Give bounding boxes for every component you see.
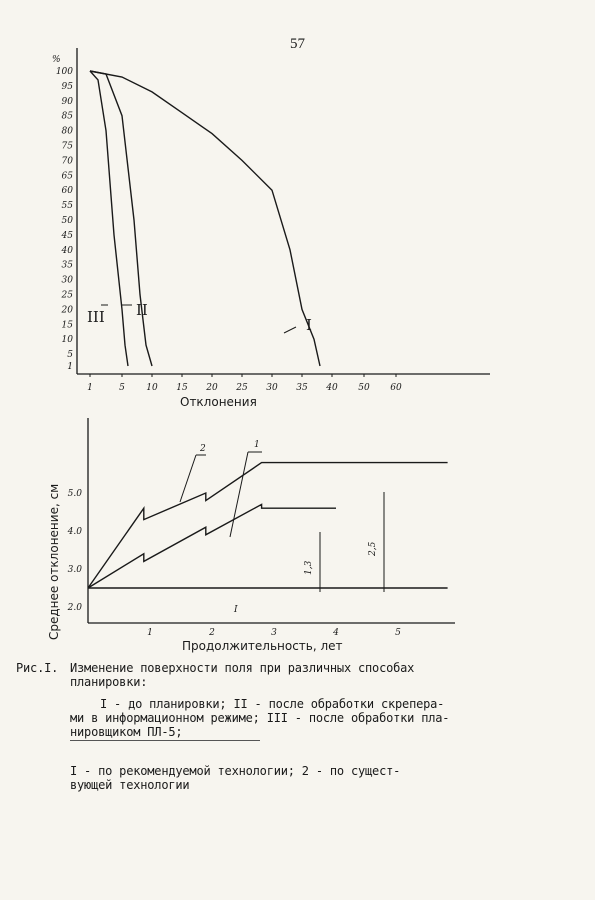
leader-I <box>283 326 297 334</box>
top-x-tick-label: 15 <box>176 383 188 393</box>
top-y-unit: % <box>52 55 61 65</box>
top-y-tick-label: 20 <box>61 305 74 315</box>
top-y-tick-label: 90 <box>62 97 74 107</box>
top-y-tick-label: 50 <box>62 216 74 226</box>
bottom-y-tick-label: 5.0 <box>68 489 83 499</box>
top-y-tick-label: 30 <box>62 276 74 286</box>
top-x-tick-label: 60 <box>390 383 402 393</box>
series-label-1: 1 <box>254 440 260 450</box>
top-y-tick-label: 5 <box>67 350 73 360</box>
bottom-series-2 <box>87 461 448 589</box>
top-y-tick-label: 35 <box>62 261 74 271</box>
bottom-y-tick-label: 3.0 <box>68 565 83 575</box>
page-number: 57 <box>290 36 305 52</box>
top-y-tick-label: 60 <box>62 186 74 196</box>
top-y-tick-label: 65 <box>62 171 74 181</box>
series-label-2: 2 <box>199 444 206 454</box>
series-label-II: II <box>136 301 148 319</box>
top-y-tick-label: 1 <box>67 362 73 372</box>
top-chart: % 10095908580757065605550454035302520151… <box>52 48 490 409</box>
annotation-2-5: 2,5 <box>368 541 378 557</box>
top-x-tick-label: 30 <box>266 383 278 393</box>
top-x-tick-label: 40 <box>325 383 338 393</box>
top-x-tick-label: 35 <box>296 383 308 393</box>
top-y-tick-label: 10 <box>62 335 74 345</box>
bottom-x-label: Продолжительность, лет <box>182 639 343 653</box>
top-y-tick-label: 95 <box>62 82 74 92</box>
caption-divider <box>70 740 260 741</box>
bottom-x-tick-label: 3 <box>271 628 277 638</box>
top-y-tick-label: 70 <box>62 156 74 166</box>
caption-line-1: Изменение поверхности поля при различных… <box>70 661 415 675</box>
bottom-x-tick-label: 1 <box>147 628 153 638</box>
top-x-label: Отклонения <box>180 395 257 409</box>
leader-2 <box>179 454 197 503</box>
caption-line-7: вующей технологии <box>70 778 190 792</box>
bottom-x-tick-label: 4 <box>332 628 339 638</box>
top-y-tick-label: 25 <box>61 290 74 300</box>
bottom-y-tick-label: 4.0 <box>67 527 83 537</box>
caption-line-4: ми в информационном режиме; III - после … <box>70 711 450 725</box>
top-x-tick-label: 20 <box>205 383 218 393</box>
bottom-y-tick-label: 2.0 <box>67 603 83 613</box>
caption-line-6: I - по рекомендуемой технологии; 2 - по … <box>70 764 401 778</box>
caption-line-3: I - до планировки; II - после обработки … <box>100 697 445 711</box>
caption-line-5: нировщиком ПЛ-5; <box>70 725 183 739</box>
bottom-x-tick-label: 5 <box>395 628 401 638</box>
top-x-tick-label: 5 <box>119 383 125 393</box>
top-series-III <box>89 70 129 367</box>
top-x-tick-label: 10 <box>146 383 158 393</box>
caption-prefix: Рис.I. <box>16 661 59 675</box>
top-y-tick-label: 15 <box>62 320 74 330</box>
top-y-tick-label: 55 <box>62 201 74 211</box>
top-y-tick-label: 100 <box>56 67 73 77</box>
top-y-tick-label: 75 <box>62 141 74 151</box>
top-x-tick-label: 50 <box>358 383 370 393</box>
top-x-tick-label: 1 <box>87 383 93 393</box>
bottom-chart: 2.0 3.0 4.0 5.0 1 2 3 4 5 Среднее отклонение, с… <box>47 418 455 653</box>
leader-1 <box>229 451 249 538</box>
series-label-I: I <box>306 316 312 334</box>
top-y-tick-label: 85 <box>62 112 74 122</box>
top-series-II <box>89 70 153 367</box>
bottom-y-label: Среднее отклонение, см <box>47 484 61 640</box>
bottom-series-1 <box>87 503 336 589</box>
caption-line-2: планировки: <box>70 675 148 689</box>
top-x-tick-label: 25 <box>235 383 248 393</box>
top-y-tick-label: 80 <box>62 127 74 137</box>
top-y-tick-label: 40 <box>61 246 74 256</box>
annotation-1-3: 1,3 <box>304 560 314 575</box>
top-y-tick-label: 45 <box>61 231 74 241</box>
bottom-x-tick-label: 2 <box>208 628 215 638</box>
series-label-I-bottom: I <box>233 605 238 615</box>
top-series-I <box>89 70 321 367</box>
series-label-III: III <box>87 308 105 326</box>
